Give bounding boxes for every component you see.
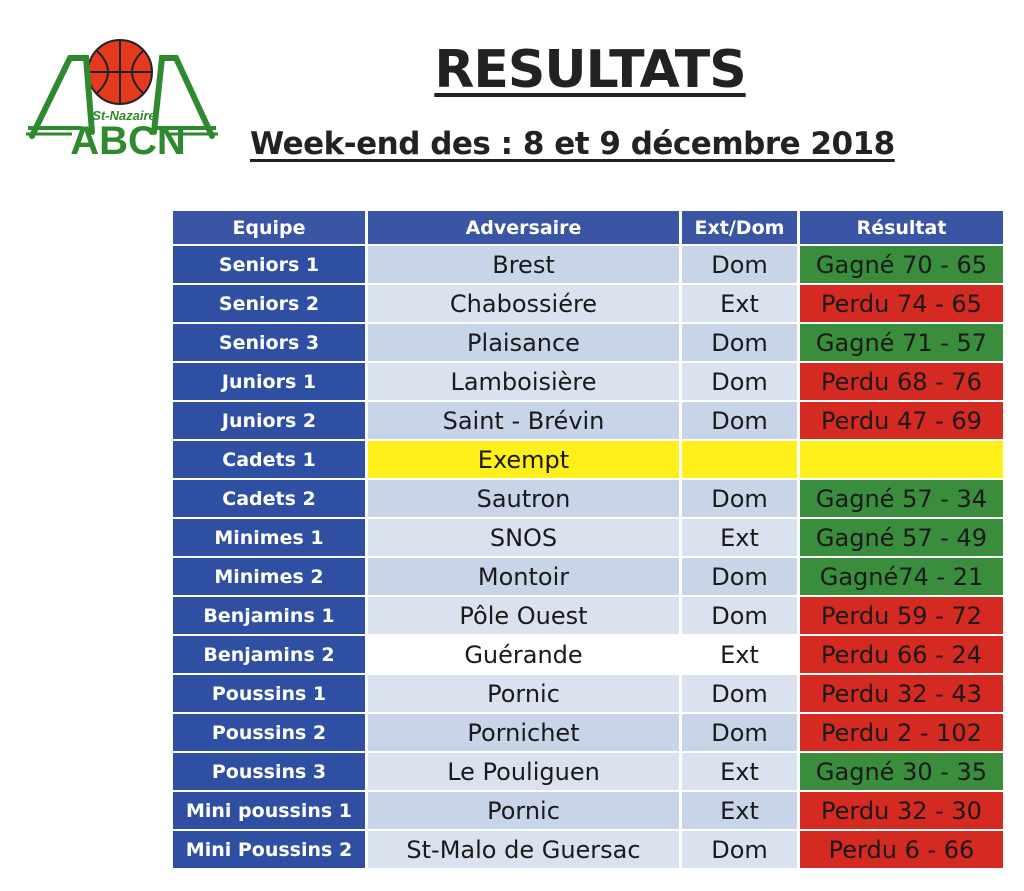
venue-cell: Dom xyxy=(682,324,797,361)
table-row: Poussins 3 Le Pouliguen Ext Gagné 30 - 35 xyxy=(173,753,1003,790)
page-subtitle: Week-end des : 8 et 9 décembre 2018 xyxy=(250,126,895,162)
opponent-cell: Lamboisière xyxy=(368,363,679,400)
results-table: Equipe Adversaire Ext/Dom Résultat Senio… xyxy=(170,209,1006,870)
table-row: Benjamins 1 Pôle Ouest Dom Perdu 59 - 72 xyxy=(173,597,1003,634)
table-row: Juniors 1 Lamboisière Dom Perdu 68 - 76 xyxy=(173,363,1003,400)
result-cell: Perdu 32 - 43 xyxy=(800,675,1003,712)
team-cell: Poussins 3 xyxy=(173,753,365,790)
opponent-cell: Pornic xyxy=(368,792,679,829)
page-title: RESULTATS xyxy=(434,40,746,100)
team-cell: Benjamins 1 xyxy=(173,597,365,634)
team-cell: Poussins 2 xyxy=(173,714,365,751)
result-cell: Perdu 66 - 24 xyxy=(800,636,1003,673)
venue-cell: Ext xyxy=(682,792,797,829)
venue-cell: Ext xyxy=(682,519,797,556)
result-cell: Gagné 57 - 49 xyxy=(800,519,1003,556)
result-cell: Perdu 32 - 30 xyxy=(800,792,1003,829)
team-cell: Juniors 1 xyxy=(173,363,365,400)
venue-cell: Dom xyxy=(682,597,797,634)
table-row: Seniors 2 Chabossiére Ext Perdu 74 - 65 xyxy=(173,285,1003,322)
venue-cell: Dom xyxy=(682,714,797,751)
header-ext-dom: Ext/Dom xyxy=(682,211,797,244)
venue-cell: Dom xyxy=(682,402,797,439)
table-row: Poussins 2 Pornichet Dom Perdu 2 - 102 xyxy=(173,714,1003,751)
table-row: Seniors 3 Plaisance Dom Gagné 71 - 57 xyxy=(173,324,1003,361)
opponent-cell: Exempt xyxy=(368,441,679,478)
result-cell: Perdu 6 - 66 xyxy=(800,831,1003,868)
table-row: Cadets 1 Exempt xyxy=(173,441,1003,478)
header-resultat: Résultat xyxy=(800,211,1003,244)
team-cell: Seniors 3 xyxy=(173,324,365,361)
team-cell: Mini Poussins 2 xyxy=(173,831,365,868)
table-row: Seniors 1 Brest Dom Gagné 70 - 65 xyxy=(173,246,1003,283)
team-cell: Cadets 1 xyxy=(173,441,365,478)
opponent-cell: Pornic xyxy=(368,675,679,712)
logo-city-label: St-Nazaire xyxy=(92,108,156,123)
club-logo: St-Nazaire ABCN xyxy=(26,39,218,162)
venue-cell: Dom xyxy=(682,675,797,712)
header-equipe: Equipe xyxy=(173,211,365,244)
result-cell: Gagné74 - 21 xyxy=(800,558,1003,595)
result-cell: Perdu 68 - 76 xyxy=(800,363,1003,400)
table-row: Juniors 2 Saint - Brévin Dom Perdu 47 - 69 xyxy=(173,402,1003,439)
table-row: Cadets 2 Sautron Dom Gagné 57 - 34 xyxy=(173,480,1003,517)
opponent-cell: St-Malo de Guersac xyxy=(368,831,679,868)
opponent-cell: Brest xyxy=(368,246,679,283)
opponent-cell: Pornichet xyxy=(368,714,679,751)
table-header-row: Equipe Adversaire Ext/Dom Résultat xyxy=(173,211,1003,244)
opponent-cell: Chabossiére xyxy=(368,285,679,322)
opponent-cell: Montoir xyxy=(368,558,679,595)
opponent-cell: Le Pouliguen xyxy=(368,753,679,790)
table-row: Minimes 2 Montoir Dom Gagné74 - 21 xyxy=(173,558,1003,595)
result-cell: Gagné 57 - 34 xyxy=(800,480,1003,517)
team-cell: Juniors 2 xyxy=(173,402,365,439)
result-cell: Perdu 59 - 72 xyxy=(800,597,1003,634)
venue-cell: Dom xyxy=(682,363,797,400)
table-row: Mini Poussins 2 St-Malo de Guersac Dom Perd… xyxy=(173,831,1003,868)
venue-cell: Dom xyxy=(682,246,797,283)
table-row: Benjamins 2 Guérande Ext Perdu 66 - 24 xyxy=(173,636,1003,673)
result-cell xyxy=(800,441,1003,478)
result-cell: Gagné 71 - 57 xyxy=(800,324,1003,361)
result-cell: Gagné 30 - 35 xyxy=(800,753,1003,790)
team-cell: Seniors 2 xyxy=(173,285,365,322)
venue-cell: Ext xyxy=(682,285,797,322)
result-cell: Perdu 2 - 102 xyxy=(800,714,1003,751)
table-row: Minimes 1 SNOS Ext Gagné 57 - 49 xyxy=(173,519,1003,556)
venue-cell: Dom xyxy=(682,831,797,868)
team-cell: Minimes 2 xyxy=(173,558,365,595)
team-cell: Cadets 2 xyxy=(173,480,365,517)
logo-initials: ABCN xyxy=(70,119,186,162)
venue-cell: Dom xyxy=(682,558,797,595)
opponent-cell: Plaisance xyxy=(368,324,679,361)
venue-cell: Ext xyxy=(682,753,797,790)
opponent-cell: Guérande xyxy=(368,636,679,673)
team-cell: Poussins 1 xyxy=(173,675,365,712)
result-cell: Gagné 70 - 65 xyxy=(800,246,1003,283)
team-cell: Mini poussins 1 xyxy=(173,792,365,829)
opponent-cell: SNOS xyxy=(368,519,679,556)
venue-cell xyxy=(682,441,797,478)
opponent-cell: Pôle Ouest xyxy=(368,597,679,634)
team-cell: Minimes 1 xyxy=(173,519,365,556)
opponent-cell: Saint - Brévin xyxy=(368,402,679,439)
header-adversaire: Adversaire xyxy=(368,211,679,244)
basketball-icon xyxy=(87,39,153,105)
venue-cell: Ext xyxy=(682,636,797,673)
team-cell: Benjamins 2 xyxy=(173,636,365,673)
venue-cell: Dom xyxy=(682,480,797,517)
team-cell: Seniors 1 xyxy=(173,246,365,283)
result-cell: Perdu 74 - 65 xyxy=(800,285,1003,322)
table-row: Poussins 1 Pornic Dom Perdu 32 - 43 xyxy=(173,675,1003,712)
table-row: Mini poussins 1 Pornic Ext Perdu 32 - 30 xyxy=(173,792,1003,829)
opponent-cell: Sautron xyxy=(368,480,679,517)
result-cell: Perdu 47 - 69 xyxy=(800,402,1003,439)
